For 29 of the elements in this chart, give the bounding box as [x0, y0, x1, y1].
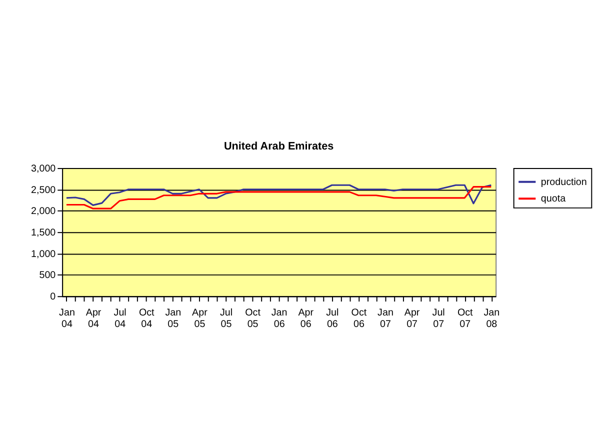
- x-tick-label: Jul 07: [432, 307, 445, 330]
- y-tick-label: 0: [50, 292, 56, 303]
- y-tick-label: 500: [39, 270, 56, 282]
- line-series: [66, 184, 492, 206]
- x-tick-label: Apr 07: [404, 307, 420, 330]
- x-tick-label: Oct 06: [351, 307, 367, 330]
- legend-label: production: [540, 176, 587, 188]
- chart-title: United Arab Emirates: [224, 140, 334, 152]
- line-series: [66, 186, 492, 210]
- x-tick-label: Apr 06: [298, 307, 314, 330]
- x-tick-label: Apr 05: [192, 307, 208, 330]
- y-tick-label: 2,000: [31, 206, 56, 218]
- y-tick-label: 3,000: [31, 163, 56, 174]
- x-tick-label: Jul 06: [326, 307, 339, 330]
- x-tick-label: Jul 04: [114, 307, 126, 330]
- y-tick-label: 1,000: [31, 248, 56, 260]
- y-tick-label: 2,500: [31, 184, 56, 196]
- y-tick-label: 1,500: [31, 228, 56, 239]
- x-tick-label: Oct 07: [457, 307, 474, 330]
- x-tick-label: Jan 04: [59, 307, 75, 330]
- x-tick-label: Oct 04: [138, 307, 155, 330]
- x-tick-label: Apr 04: [86, 307, 102, 330]
- x-tick-label: Jan 06: [271, 307, 288, 330]
- x-tick-label: Jan 08: [484, 307, 500, 330]
- x-tick-label: Oct 05: [245, 307, 261, 330]
- x-tick-label: Jan 05: [165, 307, 182, 330]
- x-tick-label: Jan 07: [378, 307, 394, 330]
- x-tick-label: Jul 05: [220, 307, 233, 330]
- legend-label: quota: [540, 194, 566, 205]
